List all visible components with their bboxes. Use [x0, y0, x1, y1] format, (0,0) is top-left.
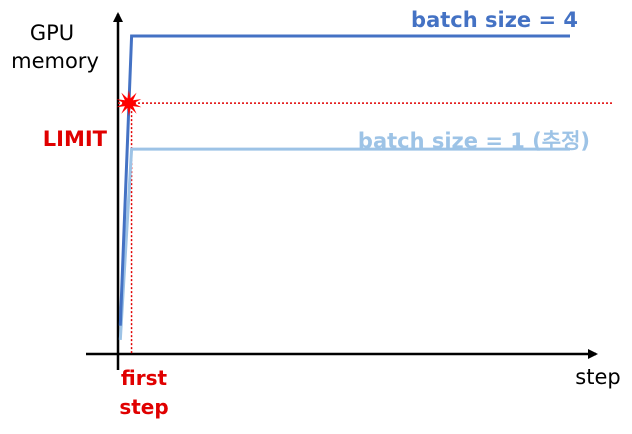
burst-icon: [116, 90, 142, 117]
limit-label: LIMIT: [43, 127, 108, 151]
series-line-batch-1: [118, 147, 570, 340]
series-line-batch-4: [118, 34, 570, 326]
y-axis-label-line1: GPU: [30, 21, 74, 45]
x-axis-label: step: [575, 365, 620, 389]
first-step-label-line1: first: [121, 366, 168, 390]
y-axis-label-line2: memory: [11, 49, 99, 73]
series-label-batch-1: batch size = 1 (추정): [358, 129, 590, 153]
series-label-batch-4: batch size = 4: [411, 8, 578, 32]
first-step-label-line2: step: [119, 395, 168, 419]
